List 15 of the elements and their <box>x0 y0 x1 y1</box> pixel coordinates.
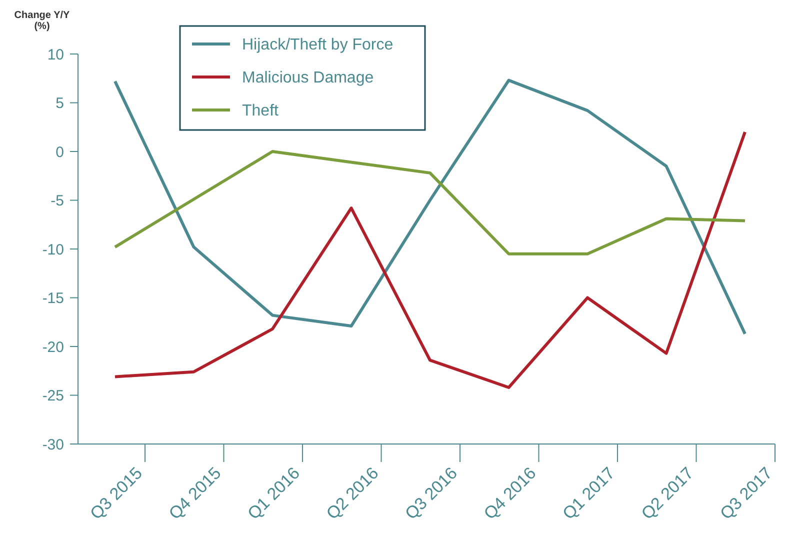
y-tick-label: -25 <box>42 388 64 404</box>
y-tick-label: -30 <box>42 436 64 454</box>
y-tick-label: 0 <box>56 144 64 161</box>
y-tick-label: -10 <box>42 241 64 258</box>
y-axis-title: Change Y/Y (%) <box>14 10 70 32</box>
legend-label: Malicious Damage <box>242 70 374 87</box>
y-tick-label: -20 <box>42 338 64 356</box>
legend-label: Theft <box>242 102 280 120</box>
y-tick-label: -5 <box>50 192 64 210</box>
line-series <box>114 150 746 256</box>
line-series <box>114 130 746 389</box>
legend-label: Hijack/Theft by Force <box>242 36 394 54</box>
y-tick-label: 5 <box>56 95 64 112</box>
y-tick-label: -15 <box>42 290 64 307</box>
y-tick-label: 10 <box>47 46 64 64</box>
